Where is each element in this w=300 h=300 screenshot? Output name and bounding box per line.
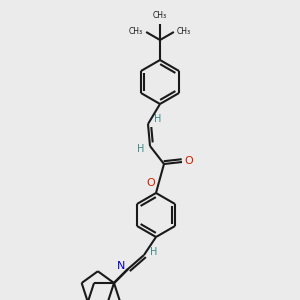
Text: CH₃: CH₃ bbox=[129, 28, 143, 37]
Text: CH₃: CH₃ bbox=[177, 28, 191, 37]
Text: H: H bbox=[154, 114, 162, 124]
Text: O: O bbox=[184, 156, 194, 166]
Text: H: H bbox=[150, 247, 158, 257]
Text: CH₃: CH₃ bbox=[153, 11, 167, 20]
Text: O: O bbox=[147, 178, 155, 188]
Text: H: H bbox=[137, 144, 145, 154]
Text: N: N bbox=[117, 261, 125, 271]
